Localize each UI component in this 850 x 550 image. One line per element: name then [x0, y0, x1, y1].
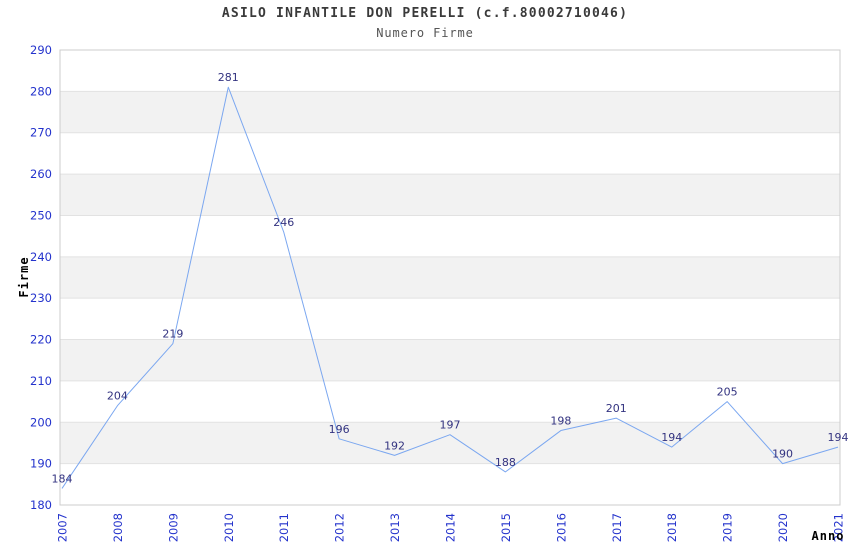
chart-title: ASILO INFANTILE DON PERELLI (c.f.8000271… — [221, 6, 629, 21]
y-tick-label: 190 — [30, 457, 52, 471]
y-tick-label: 280 — [30, 84, 52, 98]
value-label: 281 — [218, 71, 239, 84]
y-tick-label: 290 — [30, 43, 52, 57]
y-axis-title: Firme — [17, 256, 31, 298]
x-tick-label: 2007 — [56, 513, 70, 542]
value-label: 190 — [772, 448, 793, 461]
value-label: 194 — [661, 431, 682, 444]
value-label: 201 — [606, 402, 627, 415]
plot-band — [60, 256, 840, 299]
plot-band — [60, 422, 840, 464]
value-label: 197 — [440, 419, 461, 432]
y-tick-label: 230 — [30, 291, 52, 305]
x-axis-title: Anno — [811, 529, 845, 543]
value-label: 184 — [52, 472, 73, 485]
value-label: 192 — [384, 439, 405, 452]
value-label: 188 — [495, 456, 516, 469]
x-tick-label: 2018 — [665, 513, 679, 542]
value-label: 205 — [717, 386, 738, 399]
x-tick-label: 2019 — [721, 513, 735, 542]
x-tick-label: 2012 — [333, 513, 347, 542]
value-label: 246 — [273, 216, 294, 229]
y-tick-label: 220 — [30, 333, 52, 347]
x-tick-label: 2011 — [277, 513, 291, 542]
y-tick-label: 210 — [30, 374, 52, 388]
plot-border — [59, 49, 841, 506]
plot-band — [60, 339, 840, 381]
value-label: 194 — [828, 431, 849, 444]
y-tick-label: 270 — [30, 126, 52, 140]
y-tick-label: 250 — [30, 208, 52, 222]
value-label: 219 — [162, 328, 183, 341]
x-tick-label: 2008 — [111, 513, 125, 542]
x-tick-label: 2014 — [444, 513, 458, 542]
y-tick-label: 260 — [30, 167, 52, 181]
chart-subtitle: Numero Firme — [376, 26, 474, 40]
x-tick-label: 2016 — [554, 513, 568, 542]
data-line — [61, 86, 839, 489]
x-tick-label: 2009 — [166, 513, 180, 542]
value-label: 204 — [107, 390, 128, 403]
x-tick-label: 2021 — [832, 513, 846, 542]
x-tick-label: 2017 — [610, 513, 624, 542]
plot-band — [60, 91, 840, 133]
y-tick-label: 240 — [30, 250, 52, 264]
x-tick-label: 2010 — [222, 513, 236, 542]
value-label: 196 — [329, 423, 350, 436]
value-label: 198 — [550, 415, 571, 428]
y-tick-label: 200 — [30, 415, 52, 429]
plot-band — [60, 174, 840, 216]
x-tick-label: 2020 — [776, 513, 790, 542]
x-tick-label: 2013 — [388, 513, 402, 542]
y-tick-label: 180 — [30, 498, 52, 512]
x-tick-label: 2015 — [499, 513, 513, 542]
